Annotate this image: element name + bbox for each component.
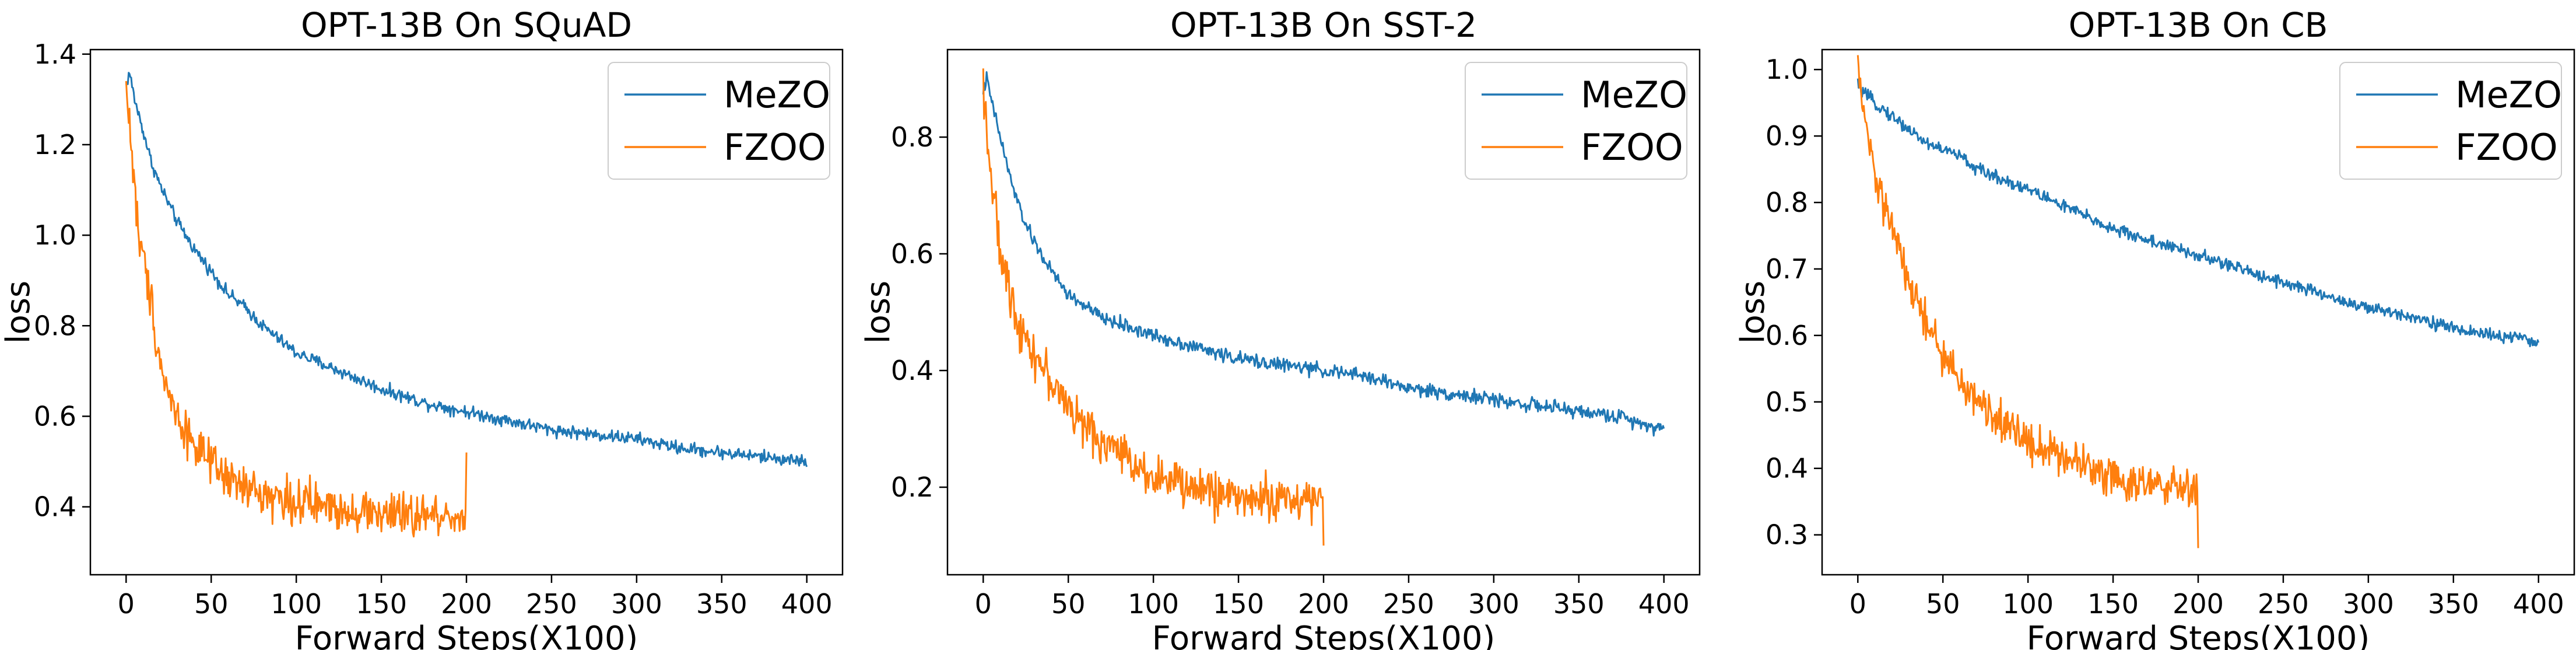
series-group [125,72,808,538]
x-tick-label: 300 [2343,588,2394,620]
x-tick-label: 100 [271,588,322,620]
x-tick-label: 250 [526,588,577,620]
legend: MeZO FZOO [1465,62,1687,180]
series-line-fzoo [125,81,468,538]
chart-panel-2: 0 50 100 150 200 250 300 350 400 0.2 0.4 0.6 0.8 OPT-… [859,5,1701,650]
x-tick-label: 350 [696,588,747,620]
y-tick-label: 0.7 [1766,253,1808,285]
x-tick-label: 400 [1638,588,1690,620]
series-line-fzoo [1856,55,2199,548]
x-tick-label: 50 [1926,588,1960,620]
y-tick-label: 1.0 [1766,54,1808,85]
legend-box [2339,62,2562,180]
y-tick-label: 0.8 [891,121,933,153]
x-tick-label: 100 [1128,588,1179,620]
chart-title: OPT-13B On SQuAD [301,5,632,45]
legend-label-fzoo: FZOO [1581,126,1683,169]
x-tick-label: 200 [1298,588,1349,620]
y-tick-label: 0.5 [1766,386,1808,418]
series-line-mezo [1856,77,2540,348]
y-tick-label: 0.4 [1766,453,1808,484]
y-tick-label: 1.4 [34,39,76,70]
x-tick-label: 50 [1051,588,1086,620]
x-tick-label: 250 [2258,588,2309,620]
y-tick-label: 1.2 [34,129,76,160]
chart-title: OPT-13B On CB [2069,5,2328,45]
y-tick-label: 0.8 [1766,187,1808,218]
series-group [982,68,1665,546]
x-tick-label: 150 [2087,588,2139,620]
y-tick-label: 0.6 [34,400,76,432]
x-tick-label: 300 [611,588,662,620]
chart-title: OPT-13B On SST-2 [1170,5,1477,45]
y-tick-label: 1.0 [34,219,76,251]
y-tick-label: 0.2 [891,471,933,503]
legend: MeZO FZOO [2339,62,2562,180]
series-group [1856,55,2540,548]
legend-label-fzoo: FZOO [724,126,826,169]
x-axis-label: Forward Steps(X100) [2027,620,2370,650]
chart-panel-3: 0 50 100 150 200 250 300 350 400 0.3 0.4 0.5 0.6 0.7 0… [1734,5,2575,650]
x-tick-label: 300 [1468,588,1519,620]
series-line-mezo [125,72,808,467]
x-tick-label: 50 [194,588,229,620]
x-tick-label: 400 [2513,588,2564,620]
x-tick-label: 200 [2173,588,2224,620]
y-axis-label: loss [859,281,897,344]
y-tick-label: 0.8 [34,310,76,341]
series-line-fzoo [982,68,1325,546]
chart-panel-1: 0 50 100 150 200 250 300 350 400 0.4 0.6 0.8 1.0 1.2 1… [0,5,844,650]
y-tick-label: 0.6 [1766,320,1808,351]
legend-label-mezo: MeZO [1581,74,1687,116]
legend: MeZO FZOO [608,62,830,180]
legend-label-mezo: MeZO [2455,74,2562,116]
y-tick-label: 0.6 [891,238,933,270]
legend-label-mezo: MeZO [724,74,830,116]
legend-label-fzoo: FZOO [2455,126,2558,169]
y-axis-label: loss [0,281,37,344]
x-axis-label: Forward Steps(X100) [295,620,638,650]
x-tick-label: 250 [1383,588,1434,620]
y-tick-label: 0.3 [1766,519,1808,551]
x-tick-label: 0 [975,588,992,620]
x-tick-label: 350 [2428,588,2479,620]
x-tick-label: 150 [1213,588,1264,620]
y-tick-label: 0.4 [34,491,76,523]
x-tick-label: 100 [2002,588,2054,620]
y-tick-label: 0.9 [1766,120,1808,152]
legend-box [608,62,830,180]
x-tick-label: 400 [781,588,833,620]
x-tick-label: 150 [356,588,407,620]
x-axis-label: Forward Steps(X100) [1152,620,1496,650]
series-line-mezo [982,71,1665,437]
y-tick-label: 0.4 [891,355,933,386]
x-tick-label: 0 [118,588,135,620]
legend-box [1465,62,1687,180]
x-tick-label: 200 [441,588,492,620]
x-tick-label: 0 [1849,588,1866,620]
y-axis-label: loss [1734,281,1772,344]
x-tick-label: 350 [1553,588,1605,620]
